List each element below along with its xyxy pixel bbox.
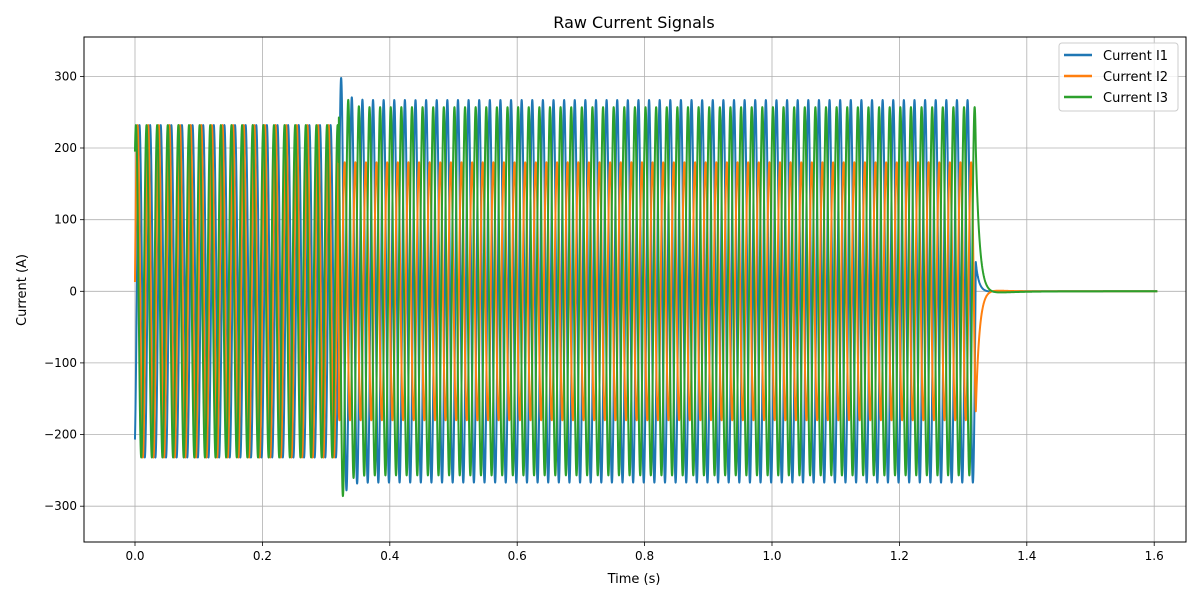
x-tick-label: 0.2 (253, 549, 272, 563)
x-tick-label: 0.6 (508, 549, 527, 563)
series-line-i3 (133, 98, 1159, 498)
x-tick-label: 0.0 (125, 549, 144, 563)
legend-box (1058, 42, 1179, 112)
legend-entry: Current I1 (1103, 49, 1168, 64)
x-tick-label: 0.8 (635, 549, 654, 563)
chart-title: Raw Current Signals (553, 13, 714, 32)
x-tick-label: 1.2 (890, 549, 909, 563)
x-tick-label: 1.0 (762, 549, 781, 563)
y-tick-label: 300 (54, 69, 77, 83)
x-tick-label: 0.4 (380, 549, 399, 563)
series-line-i1 (133, 76, 1159, 492)
y-tick-label: 100 (54, 213, 77, 227)
y-axis-label: Current (A) (15, 254, 30, 326)
x-axis-label: Time (s) (607, 572, 661, 587)
y-tick-label: −100 (44, 356, 77, 370)
y-tick-label: 200 (54, 141, 77, 155)
legend-entry: Current I3 (1103, 91, 1168, 106)
axes: 0.0 0.2 0.4 0.6 0.8 1.0 1.2 1.4 1.6 −300 −200 −100 0… (44, 69, 1164, 563)
plot-frame (83, 36, 1187, 543)
plot-series (133, 76, 1159, 498)
series-line-i2 (133, 124, 1159, 459)
y-tick-label: 0 (69, 284, 77, 298)
x-tick-label: 1.4 (1017, 549, 1036, 563)
y-tick-label: −300 (44, 499, 77, 513)
legend: Current I1 Current I2 Current I3 (1058, 42, 1179, 112)
y-tick-label: −200 (44, 428, 77, 442)
x-tick-label: 1.6 (1145, 549, 1164, 563)
legend-entry: Current I2 (1103, 70, 1168, 85)
